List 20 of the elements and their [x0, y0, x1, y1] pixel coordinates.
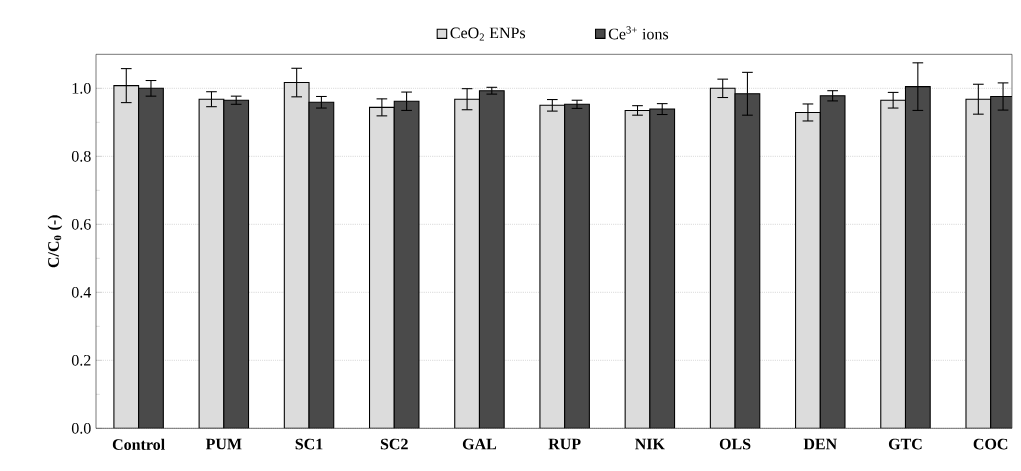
y-tick-label: 0.8	[71, 150, 91, 162]
y-tick-label: 0.2	[71, 354, 91, 366]
x-tick-label: RUP	[548, 438, 581, 450]
y-tick-label: 0.4	[71, 286, 92, 298]
x-tick-label: Control	[112, 438, 165, 450]
x-tick-label: GTC	[888, 438, 922, 450]
y-axis-title: C/C$_{0}$ (-)	[47, 215, 63, 268]
x-tick-label: NIK	[635, 438, 665, 450]
x-tick-label: GAL	[462, 438, 497, 450]
x-tick-label: SC1	[295, 438, 323, 450]
legend-label: Ce$^{3+}$ ions	[608, 26, 669, 40]
y-tick-label: 0.6	[71, 218, 91, 230]
x-tick-label: PUM	[205, 438, 242, 450]
x-tick-label: DEN	[803, 438, 837, 450]
x-tick-label: SC2	[380, 438, 408, 450]
x-tick-label: OLS	[719, 438, 751, 450]
legend-label: CeO$_{2}$ ENPs	[450, 27, 526, 41]
y-tick-label: 1.0	[72, 82, 91, 94]
y-tick-label: 0.0	[71, 422, 91, 434]
x-tick-label: COC	[973, 438, 1008, 450]
